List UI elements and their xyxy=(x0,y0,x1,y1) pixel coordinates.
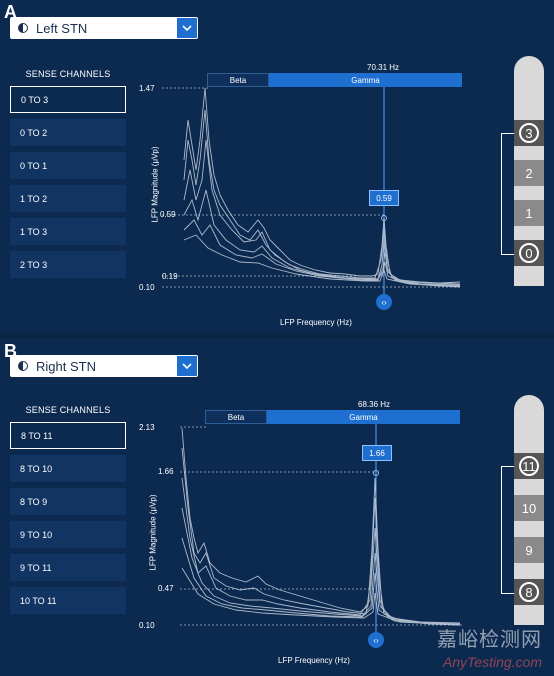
channel-item[interactable]: 8 TO 9 xyxy=(10,488,126,515)
x-axis-label: LFP Frequency (Hz) xyxy=(278,656,350,665)
panel-b: B Right STN SENSE CHANNELS 8 TO 11 8 TO … xyxy=(0,338,554,676)
dropdown-label: Left STN xyxy=(36,20,88,36)
drag-handle-icon[interactable]: ‹› xyxy=(376,294,392,310)
channel-item[interactable]: 1 TO 3 xyxy=(10,218,126,245)
contact-ring: 3 xyxy=(519,123,539,143)
lead-contact[interactable]: 10 xyxy=(514,495,544,521)
half-circle-icon xyxy=(18,361,28,371)
stn-dropdown[interactable]: Right STN xyxy=(10,355,198,377)
channel-item[interactable]: 0 TO 1 xyxy=(10,152,126,179)
contact-bracket xyxy=(501,466,514,594)
band-gamma[interactable]: Gamma xyxy=(267,410,460,424)
y-tick: 0.47 xyxy=(158,584,174,593)
y-tick: 2.13 xyxy=(139,423,155,432)
channel-item[interactable]: 8 TO 11 xyxy=(10,422,126,449)
spectrum-traces xyxy=(183,87,461,288)
spectrum-traces xyxy=(181,427,461,626)
watermark-en: AnyTesting.com xyxy=(442,654,542,670)
panel-a: A Left STN SENSE CHANNELS 0 TO 3 0 TO 2 … xyxy=(0,0,554,332)
lead-contact[interactable]: 0 xyxy=(514,240,544,266)
drag-handle-icon[interactable]: ‹› xyxy=(368,632,384,648)
channel-item[interactable]: 0 TO 2 xyxy=(10,119,126,146)
sense-channels-title: SENSE CHANNELS xyxy=(25,405,111,415)
channel-item[interactable]: 9 TO 10 xyxy=(10,521,126,548)
stn-dropdown[interactable]: Left STN xyxy=(10,17,198,39)
lead-contact[interactable]: 1 xyxy=(514,200,544,226)
band-beta[interactable]: Beta xyxy=(205,410,267,424)
y-tick: 0.59 xyxy=(160,210,176,219)
x-axis-label: LFP Frequency (Hz) xyxy=(280,318,352,327)
contact-ring: 8 xyxy=(519,582,539,602)
chevron-down-icon[interactable] xyxy=(177,356,197,376)
chevron-down-icon[interactable] xyxy=(177,18,197,38)
y-tick: 0.19 xyxy=(162,272,178,281)
band-beta[interactable]: Beta xyxy=(207,73,269,87)
y-tick: 1.47 xyxy=(139,84,155,93)
y-axis-label: LFP Magnitude (μVp) xyxy=(148,494,158,571)
watermark-cn: 嘉峪检测网 xyxy=(437,627,542,651)
lead-a: 3 2 1 0 xyxy=(514,56,544,286)
dropdown-label: Right STN xyxy=(36,358,96,374)
sense-channels-title: SENSE CHANNELS xyxy=(25,69,111,79)
contact-ring: 0 xyxy=(519,243,539,263)
lead-contact[interactable]: 2 xyxy=(514,160,544,186)
channel-item[interactable]: 10 TO 11 xyxy=(10,587,126,614)
y-tick: 1.66 xyxy=(158,467,174,476)
value-box: 1.66 xyxy=(362,445,392,461)
contact-bracket xyxy=(501,133,514,255)
frequency-readout: 70.31 Hz xyxy=(367,63,400,72)
lead-contact[interactable]: 3 xyxy=(514,120,544,146)
channel-item[interactable]: 9 TO 11 xyxy=(10,554,126,581)
channel-item[interactable]: 2 TO 3 xyxy=(10,251,126,278)
half-circle-icon xyxy=(18,23,28,33)
channel-item[interactable]: 0 TO 3 xyxy=(10,86,126,113)
lead-contact[interactable]: 11 xyxy=(514,453,544,479)
channel-item[interactable]: 1 TO 2 xyxy=(10,185,126,212)
channel-item[interactable]: 8 TO 10 xyxy=(10,455,126,482)
lfp-spectrum-plot xyxy=(162,87,462,300)
y-tick: 0.10 xyxy=(139,621,155,630)
lead-b: 11 10 9 8 xyxy=(514,395,544,625)
frequency-readout: 68.36 Hz xyxy=(358,400,391,409)
y-tick: 0.10 xyxy=(139,283,155,292)
contact-ring: 11 xyxy=(519,456,539,476)
lead-contact[interactable]: 9 xyxy=(514,537,544,563)
lead-contact[interactable]: 8 xyxy=(514,579,544,605)
value-box: 0.59 xyxy=(369,190,399,206)
y-axis-label: LFP Magnitude (μVp) xyxy=(150,146,160,223)
band-gamma[interactable]: Gamma xyxy=(269,73,462,87)
